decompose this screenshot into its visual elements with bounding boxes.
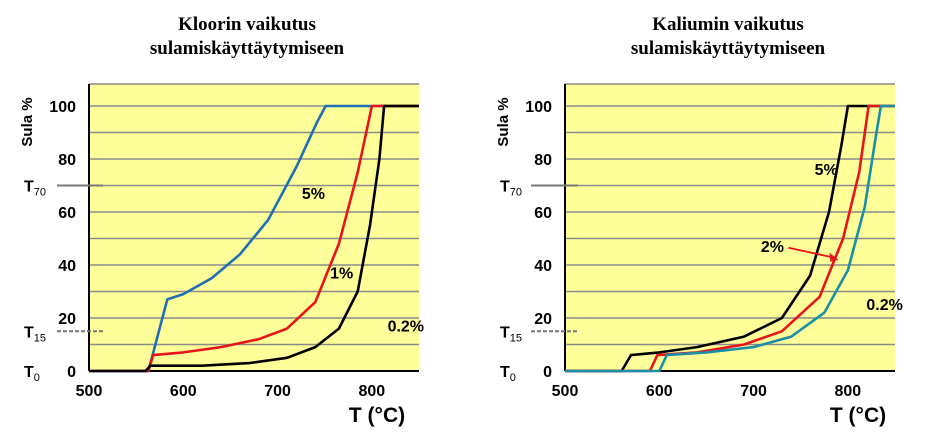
t-marker-label: T70 xyxy=(500,179,522,199)
y-tick-label: 0 xyxy=(67,364,76,381)
series-label-1: 2% xyxy=(761,239,784,256)
y-tick-label: 80 xyxy=(534,152,552,169)
y-tick-label: 60 xyxy=(534,205,552,222)
y-tick-label: 60 xyxy=(58,205,76,222)
chart-potassium: Kaliumin vaikutus sulamiskäyttäytymiseen 0… xyxy=(495,14,903,427)
chart-chlorine: Kloorin vaikutus sulamiskäyttäytymiseen 0 2… xyxy=(19,14,424,427)
series-label-2: 0.2% xyxy=(866,297,902,314)
y-tick-label: 20 xyxy=(534,311,552,328)
t-marker-label: T70 xyxy=(24,179,46,199)
series-line-2 xyxy=(565,104,895,373)
series-label-0: 5% xyxy=(815,162,838,179)
y-tick-label: 100 xyxy=(49,99,76,116)
t-marker-label: T15 xyxy=(24,324,46,344)
y-tick-label: 80 xyxy=(58,152,76,169)
y-axis-label: Sula % xyxy=(495,97,512,146)
x-tick-label: 600 xyxy=(170,383,197,400)
series-label-0: 5% xyxy=(302,186,325,203)
series-line-2 xyxy=(89,104,419,373)
series-arrow xyxy=(788,246,835,259)
y-tick-label: 40 xyxy=(58,258,76,275)
chart-title-line1: Kaliumin vaikutus xyxy=(652,14,804,35)
t-marker-label: T15 xyxy=(500,324,522,344)
chart-title-line2: sulamiskäyttäytymiseen xyxy=(150,38,345,59)
arrow-head xyxy=(829,252,839,262)
x-axis-label: T (°C) xyxy=(830,404,886,427)
series-label-1: 1% xyxy=(330,265,353,282)
x-tick-label: 700 xyxy=(264,383,291,400)
x-tick-label: 800 xyxy=(359,383,386,400)
y-axis-label: Sula % xyxy=(19,97,36,146)
y-tick-label: 0 xyxy=(543,364,552,381)
x-tick-label: 600 xyxy=(646,383,673,400)
y-tick-label: 100 xyxy=(525,99,552,116)
y-tick-label: 40 xyxy=(534,258,552,275)
chart-title-line1: Kloorin vaikutus xyxy=(178,14,316,35)
x-tick-label: 700 xyxy=(740,383,767,400)
x-tick-label: 500 xyxy=(552,383,579,400)
series-line-0 xyxy=(565,104,895,373)
x-axis-label: T (°C) xyxy=(349,404,405,427)
y-tick-label: 20 xyxy=(58,311,76,328)
x-tick-label: 500 xyxy=(76,383,103,400)
series-line-1 xyxy=(89,104,419,373)
series-label-2: 0.2% xyxy=(388,318,424,335)
series-line-0 xyxy=(89,104,419,373)
x-tick-label: 800 xyxy=(835,383,862,400)
t-marker-label: T0 xyxy=(500,364,516,384)
chart-title-line2: sulamiskäyttäytymiseen xyxy=(631,38,826,59)
series-line-1 xyxy=(565,104,895,373)
t-marker-label: T0 xyxy=(24,364,40,384)
